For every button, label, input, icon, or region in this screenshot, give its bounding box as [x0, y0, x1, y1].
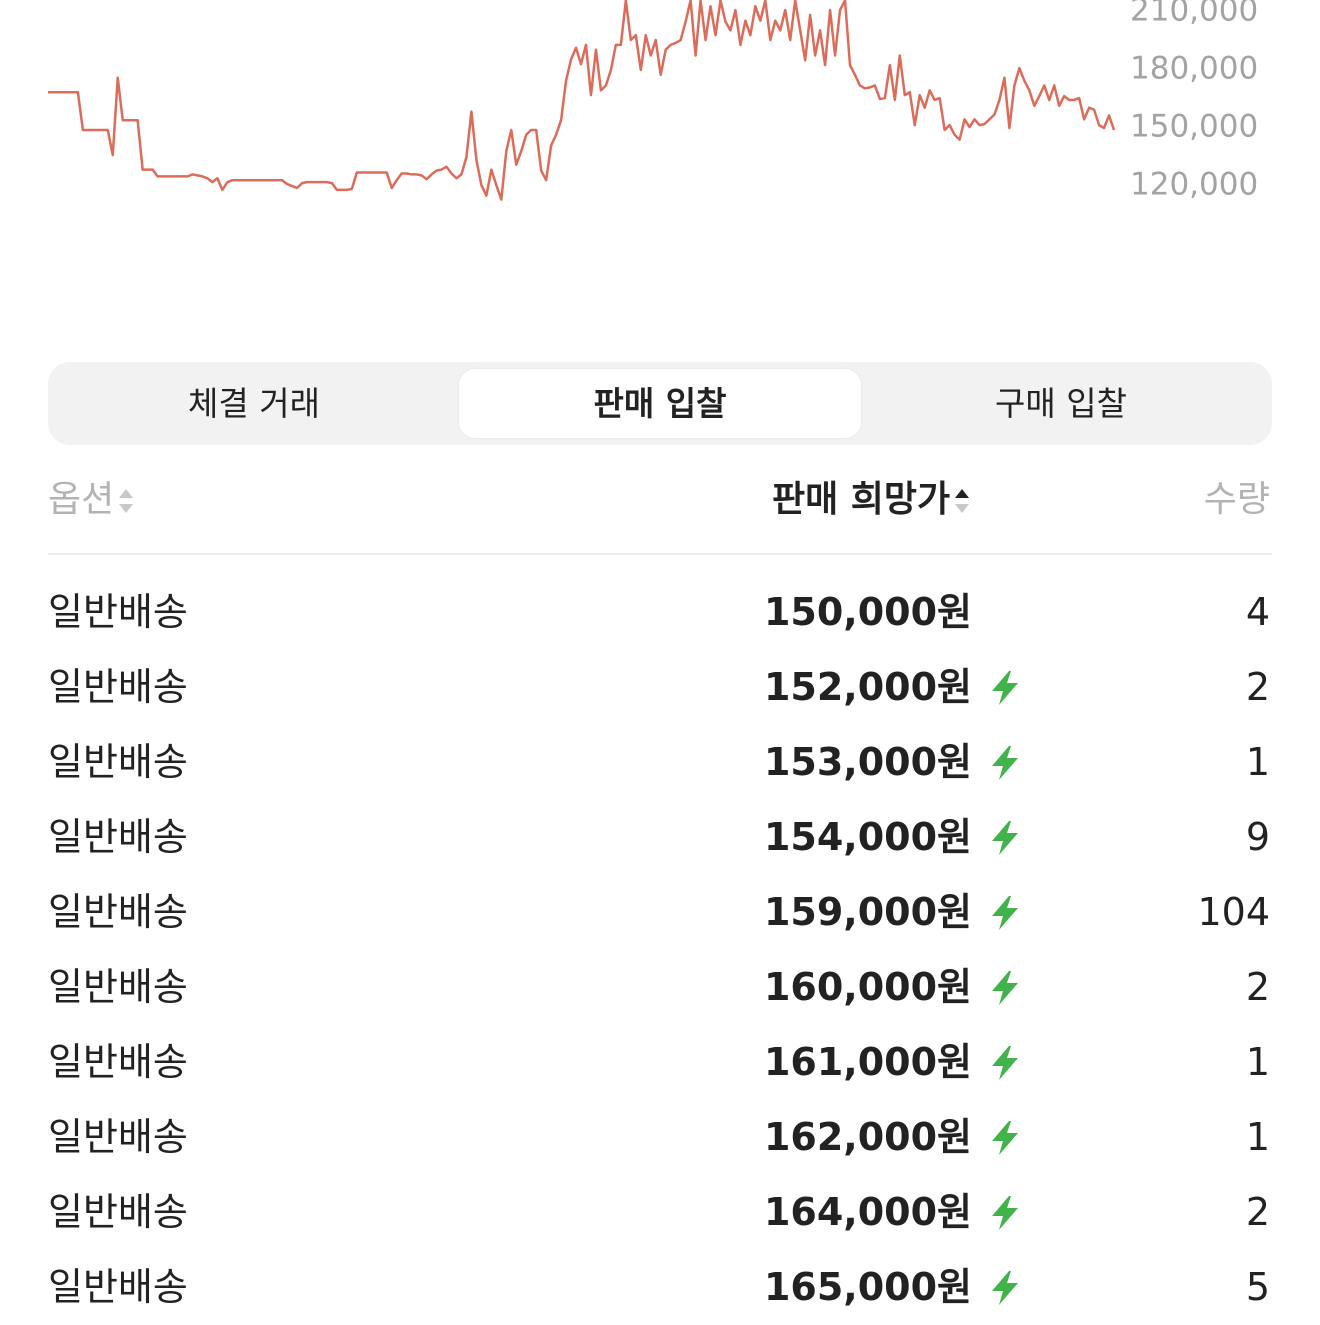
bid-row: 일반배송 154,000원 9 — [0, 800, 1320, 875]
cell-option: 일반배송 — [48, 665, 188, 709]
cell-quantity: 4 — [1245, 590, 1270, 634]
cell-option: 일반배송 — [48, 590, 188, 634]
header-divider — [48, 553, 1272, 555]
cell-quantity: 9 — [1245, 815, 1270, 859]
bid-row: 일반배송 160,000원 2 — [0, 950, 1320, 1025]
cell-price: 159,000원 — [763, 890, 972, 934]
express-icon — [992, 896, 1018, 930]
cell-option: 일반배송 — [48, 965, 188, 1009]
header-label: 수량 — [1203, 479, 1270, 520]
cell-price: 165,000원 — [763, 1265, 972, 1309]
bid-row: 일반배송 159,000원 104 — [0, 875, 1320, 950]
cell-quantity: 1 — [1245, 1115, 1270, 1159]
cell-quantity: 2 — [1245, 1190, 1270, 1234]
cell-option: 일반배송 — [48, 1265, 188, 1309]
express-icon — [992, 1046, 1018, 1080]
cell-price: 162,000원 — [763, 1115, 972, 1159]
tab[interactable]: 체결 거래 — [188, 384, 320, 423]
tab[interactable]: 판매 입찰 — [459, 369, 861, 438]
y-tick-label: 210,000 — [1130, 0, 1258, 28]
cell-price: 150,000원 — [763, 590, 972, 634]
cell-price: 160,000원 — [763, 965, 972, 1009]
y-tick-label: 150,000 — [1130, 109, 1258, 145]
express-icon — [992, 671, 1018, 705]
express-icon — [992, 1196, 1018, 1230]
sort-icon — [955, 489, 970, 513]
cell-option: 일반배송 — [48, 815, 188, 859]
price-chart: 120,000 150,000 180,000 210,000 — [48, 0, 1258, 203]
cell-option: 일반배송 — [48, 1190, 188, 1234]
quantity-header: 수량 — [1204, 474, 1270, 526]
express-icon — [992, 746, 1018, 780]
express-icon — [992, 971, 1018, 1005]
bid-row: 일반배송 150,000원 4 — [0, 575, 1320, 650]
bid-row: 일반배송 164,000원 2 — [0, 1175, 1320, 1250]
cell-quantity: 2 — [1245, 965, 1270, 1009]
cell-option: 일반배송 — [48, 890, 188, 934]
bid-row: 일반배송 153,000원 1 — [0, 725, 1320, 800]
cell-price: 152,000원 — [763, 665, 972, 709]
cell-option: 일반배송 — [48, 740, 188, 784]
sort-icon — [119, 489, 134, 513]
tab-bar: 체결 거래 판매 입찰 구매 입찰 — [48, 362, 1272, 445]
y-tick-label: 120,000 — [1130, 167, 1258, 203]
cell-price: 161,000원 — [763, 1040, 972, 1084]
option-header[interactable]: 옵션 — [48, 474, 138, 526]
cell-price: 154,000원 — [763, 815, 972, 859]
express-icon — [992, 1271, 1018, 1305]
cell-quantity: 5 — [1245, 1265, 1270, 1309]
cell-option: 일반배송 — [48, 1040, 188, 1084]
cell-quantity: 104 — [1197, 890, 1270, 934]
cell-option: 일반배송 — [48, 1115, 188, 1159]
express-icon — [992, 1121, 1018, 1155]
cell-quantity: 1 — [1245, 1040, 1270, 1084]
bid-row: 일반배송 152,000원 2 — [0, 650, 1320, 725]
price-line — [48, 0, 1116, 201]
bid-row: 일반배송 162,000원 1 — [0, 1100, 1320, 1175]
cell-quantity: 1 — [1245, 740, 1270, 784]
bid-row: 일반배송 161,000원 1 — [0, 1025, 1320, 1100]
cell-price: 164,000원 — [763, 1190, 972, 1234]
bid-row: 일반배송 165,000원 5 — [0, 1250, 1320, 1325]
cell-quantity: 2 — [1245, 665, 1270, 709]
header-label: 판매 희망가 — [772, 479, 951, 520]
y-tick-label: 180,000 — [1130, 51, 1258, 87]
tab[interactable]: 구매 입찰 — [995, 384, 1127, 423]
header-label: 옵션 — [48, 479, 115, 520]
express-icon — [992, 821, 1018, 855]
cell-price: 153,000원 — [763, 740, 972, 784]
price-header[interactable]: 판매 희망가 — [772, 474, 974, 526]
